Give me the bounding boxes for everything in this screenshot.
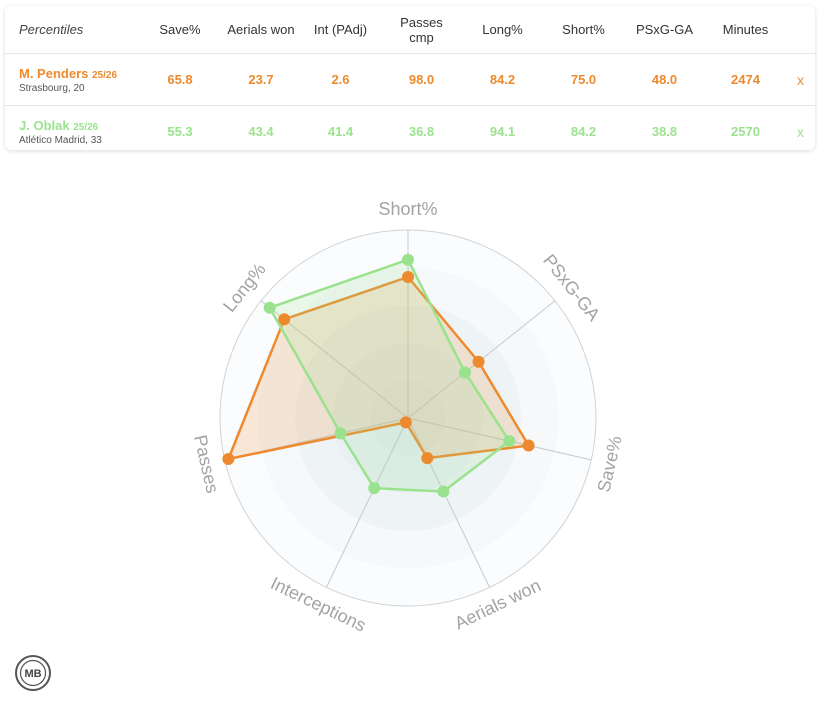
player-name: M. Penders — [19, 65, 89, 81]
col-header-passes-cmp: Passes cmp — [381, 6, 462, 54]
data-point — [522, 439, 535, 452]
axis-label: Passes — [190, 433, 223, 495]
table-header-label: Percentiles — [5, 6, 138, 54]
data-point — [263, 301, 276, 314]
percentiles-table: Percentiles Save% Aerials won Int (PAdj)… — [5, 6, 815, 157]
data-point — [421, 452, 434, 465]
axis-label: Save% — [593, 434, 625, 494]
radar-spoke — [407, 417, 592, 461]
data-point — [472, 355, 485, 368]
remove-player-button[interactable]: x — [797, 123, 804, 140]
col-header-psxg-ga: PSxG-GA — [624, 6, 705, 54]
value-cell: 98.0 — [381, 53, 462, 106]
player-cell[interactable]: J. Oblak 25/26 Atlético Madrid, 33 — [5, 106, 138, 158]
col-header-remove — [786, 6, 815, 54]
player-cell[interactable]: M. Penders 25/26 Strasbourg, 20 — [5, 53, 138, 106]
logo-text: MB — [24, 668, 41, 680]
player-season: 25/26 — [91, 69, 118, 81]
col-header-save-pct: Save% — [138, 6, 222, 54]
value-cell: 48.0 — [624, 53, 705, 106]
mb-logo-icon: MB — [15, 655, 51, 691]
value-cell: 84.2 — [570, 124, 597, 139]
comparison-table-card: Percentiles Save% Aerials won Int (PAdj)… — [5, 6, 815, 150]
series-area — [268, 258, 511, 493]
value-cell: 65.8 — [138, 53, 222, 106]
value-cell: 2.6 — [300, 53, 381, 106]
col-header-aerials-won: Aerials won — [222, 6, 300, 54]
value-cell: 84.2 — [462, 53, 543, 106]
value-cell: 36.8 — [408, 124, 435, 139]
data-point — [368, 482, 381, 495]
player-club-age: Strasbourg, 20 — [19, 82, 85, 94]
value-cell: 55.3 — [167, 124, 193, 139]
value-cell: 38.8 — [651, 124, 678, 139]
value-cell: 23.7 — [222, 53, 300, 106]
value-cell: 43.4 — [248, 124, 274, 139]
data-point — [459, 366, 472, 379]
data-point — [222, 453, 235, 465]
radar-spoke — [325, 417, 409, 588]
table-row: J. Oblak 25/26 Atlético Madrid, 33 55.3 … — [5, 106, 815, 158]
value-cell: 94.1 — [489, 124, 516, 139]
value-cell: 75.0 — [543, 53, 624, 106]
value-cell: 41.4 — [327, 124, 354, 139]
data-point — [503, 435, 516, 448]
data-point — [334, 427, 347, 440]
value-cell: 2570 — [731, 124, 760, 139]
value-cell: 2474 — [705, 53, 786, 106]
player-season: 25/26 — [73, 121, 99, 133]
series-area — [227, 275, 530, 461]
table-row: M. Penders 25/26 Strasbourg, 20 65.8 23.… — [5, 53, 815, 106]
col-header-minutes: Minutes — [705, 6, 786, 54]
player-club-age: Atlético Madrid, 33 — [19, 134, 102, 146]
player-name: J. Oblak — [19, 117, 70, 133]
data-point — [437, 485, 450, 498]
col-header-int-padj: Int (PAdj) — [300, 6, 381, 54]
col-header-short-pct: Short% — [543, 6, 624, 54]
col-header-long-pct: Long% — [462, 6, 543, 54]
data-point — [402, 271, 414, 283]
data-point — [402, 253, 414, 266]
data-point — [399, 416, 412, 429]
axis-label: Short% — [378, 199, 437, 219]
remove-player-button[interactable]: x — [786, 53, 815, 106]
data-point — [278, 313, 291, 326]
table-header-row: Percentiles Save% Aerials won Int (PAdj)… — [5, 6, 815, 54]
